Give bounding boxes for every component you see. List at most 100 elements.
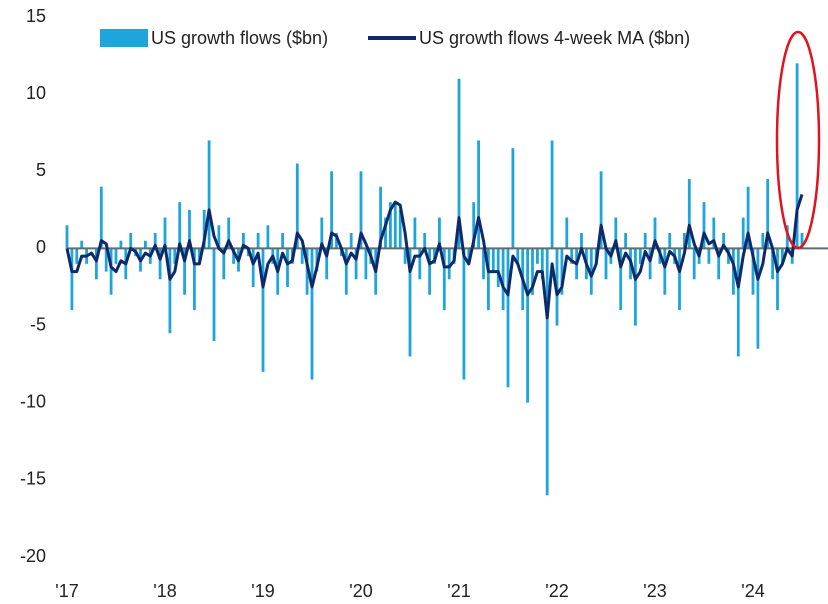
bar (413, 217, 417, 249)
bar (359, 171, 363, 249)
bar (614, 217, 618, 249)
bar (766, 179, 770, 249)
bar (251, 248, 255, 287)
bar (119, 240, 123, 249)
bar (776, 248, 779, 311)
bar (242, 233, 245, 249)
y-tick-label: 15 (26, 6, 46, 26)
bar (545, 248, 549, 496)
x-tick-label: '17 (55, 581, 78, 601)
legend-swatch-bar (100, 29, 148, 47)
bar (379, 186, 382, 249)
bar (109, 248, 113, 295)
bar (638, 248, 642, 264)
bar (428, 248, 431, 295)
bar (540, 248, 544, 280)
bar (506, 248, 510, 388)
legend-label: US growth flows 4-week MA ($bn) (419, 28, 690, 48)
bar (295, 163, 299, 249)
y-tick-label: 0 (36, 237, 46, 257)
bar (158, 248, 162, 280)
bar (80, 240, 84, 249)
bar (389, 202, 392, 249)
bar (761, 233, 765, 249)
bar (560, 248, 564, 295)
bar (104, 248, 108, 272)
bar (325, 248, 329, 280)
y-tick-label: -15 (20, 469, 46, 489)
bar (393, 202, 397, 249)
bar (565, 217, 569, 249)
bar (619, 248, 623, 311)
bar (364, 248, 368, 280)
bar (687, 179, 691, 249)
bar (624, 233, 627, 249)
bar (227, 217, 231, 249)
bar (663, 248, 667, 295)
bar (286, 248, 289, 287)
bar (222, 248, 226, 280)
bar (212, 248, 216, 341)
bar (526, 248, 529, 403)
ma-line (65, 193, 804, 320)
bar (717, 248, 721, 280)
bar (482, 248, 485, 280)
bar (95, 248, 98, 280)
x-tick-label: '23 (643, 581, 666, 601)
bar (501, 248, 505, 311)
bar (712, 217, 716, 249)
bar (648, 248, 652, 280)
bar (384, 217, 387, 249)
bar (634, 248, 637, 326)
y-tick-label: -5 (30, 314, 46, 334)
bar (722, 233, 725, 249)
bar (65, 225, 69, 249)
bar (202, 209, 206, 249)
bar (398, 209, 402, 249)
bar (99, 186, 103, 249)
bar (741, 217, 745, 249)
bar (266, 225, 270, 249)
bar (354, 248, 358, 280)
bar (683, 233, 686, 249)
bar (408, 248, 412, 357)
bar (188, 209, 191, 249)
bar (668, 233, 672, 249)
bar (232, 248, 235, 264)
bar (207, 140, 211, 249)
bar (751, 248, 755, 295)
bar (781, 248, 784, 264)
bar (320, 217, 324, 249)
bar (183, 248, 186, 295)
bar (746, 186, 750, 249)
bar (344, 248, 348, 295)
highlight-ellipse (775, 30, 821, 250)
legend-label: US growth flows ($bn) (151, 28, 328, 48)
bar (678, 248, 681, 311)
bar (281, 233, 284, 249)
bar (217, 225, 221, 249)
bar (114, 248, 118, 264)
bar (604, 248, 608, 280)
bar (516, 248, 520, 264)
bar (653, 217, 657, 249)
bar (795, 63, 799, 249)
bar (643, 233, 647, 249)
plot-area: -20 -15 -10 -5 0 5 10 15 '17 '18 '19 '20 '21 '22 '23 '2… (20, 6, 828, 601)
bar (197, 248, 201, 264)
y-tick-label: 5 (36, 160, 46, 180)
bar (129, 233, 133, 249)
bar (70, 248, 74, 311)
x-tick-label: '24 (741, 581, 764, 601)
bar (335, 233, 338, 249)
bar (168, 248, 172, 334)
bar (349, 233, 353, 249)
bar (491, 248, 495, 272)
bar (692, 248, 696, 280)
bar (330, 171, 333, 249)
bar (707, 248, 711, 264)
bar (589, 248, 593, 295)
bar (423, 233, 427, 249)
bar (438, 217, 441, 249)
